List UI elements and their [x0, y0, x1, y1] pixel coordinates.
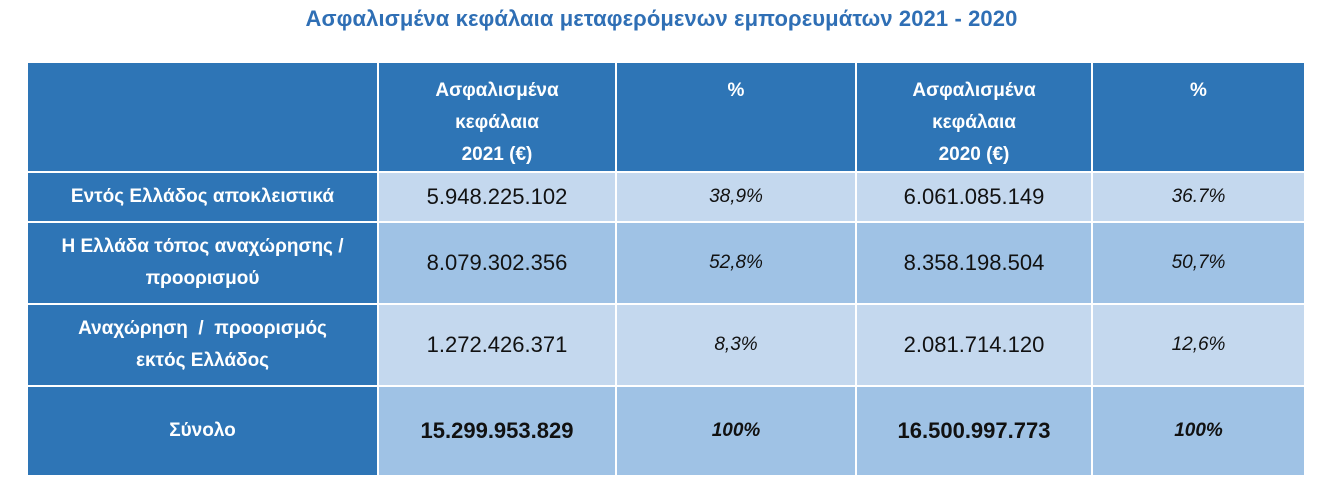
table-row: Αναχώρηση / προορισμός εκτός Ελλάδος 1.2… — [26, 303, 1306, 387]
table-row: Εντός Ελλάδος αποκλειστικά 5.948.225.102… — [26, 171, 1306, 223]
value-2020-cell: 6.061.085.149 — [855, 171, 1093, 223]
header-insured-capital-2021: Ασφαλισμένα κεφάλαια 2021 (€) — [377, 61, 617, 173]
header-2020-line: Ασφαλισμένα — [912, 80, 1036, 101]
percent-2021-cell: 38,9% — [615, 171, 857, 223]
table-header-row: Ασφαλισμένα κεφάλαια 2021 (€) % Ασφαλισμ… — [26, 61, 1306, 173]
row-label-total: Σύνολο — [26, 385, 379, 477]
row-label-line: Αναχώρηση / προορισμός — [78, 318, 327, 339]
insured-capital-table: Ασφαλισμένα κεφάλαια 2021 (€) % Ασφαλισμ… — [26, 61, 1306, 477]
header-2021-line: 2021 (€) — [461, 144, 533, 165]
total-2020-cell: 16.500.997.773 — [855, 385, 1093, 477]
percent-2020-cell: 36.7% — [1091, 171, 1306, 223]
row-label-line: προορισμού — [145, 268, 260, 289]
header-2021-line: Ασφαλισμένα — [435, 80, 559, 101]
table-row: Η Ελλάδα τόπος αναχώρησης / προορισμού 8… — [26, 221, 1306, 305]
row-label: Αναχώρηση / προορισμός εκτός Ελλάδος — [26, 303, 379, 387]
value-2021-cell: 1.272.426.371 — [377, 303, 617, 387]
total-2021-cell: 15.299.953.829 — [377, 385, 617, 477]
value-2021-cell: 8.079.302.356 — [377, 221, 617, 305]
percent-2021-cell: 8,3% — [615, 303, 857, 387]
value-2020-cell: 2.081.714.120 — [855, 303, 1093, 387]
row-label-line: εκτός Ελλάδος — [135, 350, 270, 371]
value-2021-cell: 5.948.225.102 — [377, 171, 617, 223]
header-percent-2020: % — [1091, 61, 1306, 173]
header-percent-2021: % — [615, 61, 857, 173]
percent-2020-cell: 50,7% — [1091, 221, 1306, 305]
total-percent-2021-cell: 100% — [615, 385, 857, 477]
header-2020-line: κεφάλαια — [932, 112, 1016, 133]
total-percent-2020-cell: 100% — [1091, 385, 1306, 477]
table-total-row: Σύνολο 15.299.953.829 100% 16.500.997.77… — [26, 385, 1306, 477]
header-insured-capital-2020: Ασφαλισμένα κεφάλαια 2020 (€) — [855, 61, 1093, 173]
row-label: Η Ελλάδα τόπος αναχώρησης / προορισμού — [26, 221, 379, 305]
row-label-line: Η Ελλάδα τόπος αναχώρησης / — [61, 236, 344, 257]
page-title: Ασφαλισμένα κεφάλαια μεταφερόμενων εμπορ… — [305, 6, 1018, 31]
header-2021-line: κεφάλαια — [455, 112, 539, 133]
row-label: Εντός Ελλάδος αποκλειστικά — [26, 171, 379, 223]
row-label-line: Σύνολο — [169, 420, 236, 441]
row-label-line: Εντός Ελλάδος αποκλειστικά — [70, 186, 335, 207]
percent-2020-cell: 12,6% — [1091, 303, 1306, 387]
value-2020-cell: 8.358.198.504 — [855, 221, 1093, 305]
percent-2021-cell: 52,8% — [615, 221, 857, 305]
header-2020-line: 2020 (€) — [938, 144, 1010, 165]
header-corner-cell — [26, 61, 379, 173]
